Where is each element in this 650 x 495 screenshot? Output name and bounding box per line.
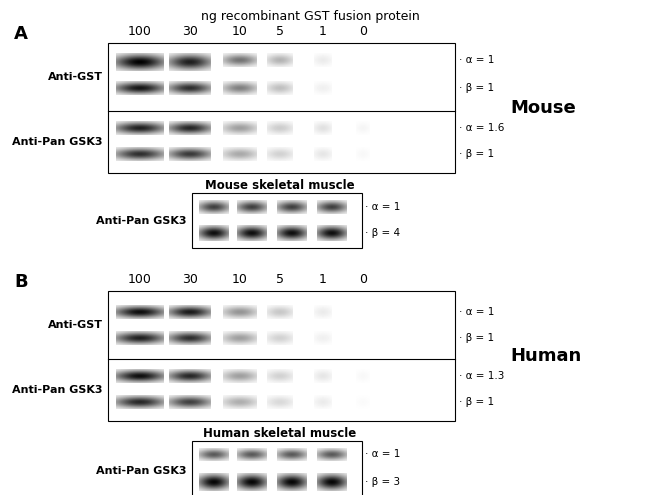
Text: 100: 100	[128, 25, 152, 38]
Text: 0: 0	[359, 25, 367, 38]
Text: 0: 0	[359, 273, 367, 286]
Text: Anti-Pan GSK3: Anti-Pan GSK3	[96, 215, 187, 226]
Bar	[108, 291, 455, 421]
Text: Mouse: Mouse	[510, 99, 576, 117]
Text: 1: 1	[319, 273, 327, 286]
Text: · α = 1: · α = 1	[365, 449, 400, 459]
Text: · β = 1: · β = 1	[459, 149, 494, 159]
Bar	[192, 441, 362, 495]
Bar	[192, 193, 362, 248]
Text: 5: 5	[276, 273, 284, 286]
Text: Mouse skeletal muscle: Mouse skeletal muscle	[205, 179, 355, 192]
Text: Anti-Pan GSK3: Anti-Pan GSK3	[12, 385, 103, 395]
Text: Anti-Pan GSK3: Anti-Pan GSK3	[12, 137, 103, 147]
Text: · α = 1.3: · α = 1.3	[459, 371, 504, 381]
Text: Human: Human	[510, 347, 581, 365]
Text: ng recombinant GST fusion protein: ng recombinant GST fusion protein	[201, 10, 419, 23]
Text: Anti-GST: Anti-GST	[48, 72, 103, 82]
Text: 10: 10	[232, 273, 248, 286]
Bar	[108, 43, 455, 173]
Text: · β = 3: · β = 3	[365, 477, 400, 487]
Text: 100: 100	[128, 273, 152, 286]
Text: · β = 1: · β = 1	[459, 397, 494, 407]
Text: 1: 1	[319, 25, 327, 38]
Text: 10: 10	[232, 25, 248, 38]
Text: · α = 1: · α = 1	[459, 55, 495, 65]
Text: 5: 5	[276, 25, 284, 38]
Text: Anti-Pan GSK3: Anti-Pan GSK3	[96, 466, 187, 476]
Text: Anti-GST: Anti-GST	[48, 320, 103, 330]
Text: · β = 4: · β = 4	[365, 228, 400, 238]
Text: · β = 1: · β = 1	[459, 333, 494, 343]
Text: 30: 30	[182, 273, 198, 286]
Text: · α = 1: · α = 1	[365, 202, 400, 212]
Text: B: B	[14, 273, 27, 291]
Text: Human skeletal muscle: Human skeletal muscle	[203, 427, 357, 440]
Text: 30: 30	[182, 25, 198, 38]
Text: · β = 1: · β = 1	[459, 83, 494, 93]
Text: · α = 1.6: · α = 1.6	[459, 123, 504, 133]
Text: A: A	[14, 25, 28, 43]
Text: · α = 1: · α = 1	[459, 307, 495, 317]
